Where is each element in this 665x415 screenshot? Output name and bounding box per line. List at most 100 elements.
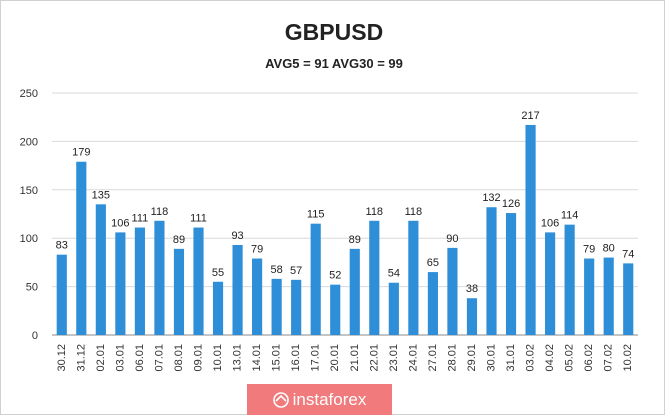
bar <box>545 232 556 335</box>
x-tick-label: 27.01 <box>427 344 439 372</box>
bar <box>525 124 536 335</box>
bars-layer <box>56 124 634 335</box>
data-label: 79 <box>583 244 595 256</box>
bar <box>388 282 399 335</box>
data-label: 118 <box>151 206 169 218</box>
bar <box>56 254 67 335</box>
x-tick-label: 31.12 <box>75 344 87 372</box>
data-label: 65 <box>427 257 439 269</box>
data-label: 79 <box>251 244 263 256</box>
x-tick-label: 13.01 <box>232 344 244 372</box>
x-tick-label: 16.01 <box>290 344 302 372</box>
x-tick-label: 10.02 <box>622 344 634 372</box>
data-label: 115 <box>307 209 325 221</box>
y-tick-label: 200 <box>20 136 38 148</box>
x-tick-label: 15.01 <box>271 344 283 372</box>
data-label: 114 <box>561 210 579 222</box>
x-tick-label: 24.01 <box>407 344 419 372</box>
x-tick-label: 06.02 <box>583 344 595 372</box>
data-label: 132 <box>482 192 500 204</box>
data-label: 74 <box>622 248 634 260</box>
x-tick-label: 06.01 <box>134 344 146 372</box>
x-tick-labels: 30.12 31.12 02.01 03.01 06.01 07.01 08.01 09.01… <box>56 344 634 372</box>
watermark-text: instaforex <box>292 389 367 409</box>
data-label: 126 <box>502 198 520 210</box>
data-label: 54 <box>388 268 400 280</box>
bar <box>564 224 575 335</box>
x-tick-label: 09.01 <box>193 344 205 372</box>
bar <box>349 248 360 335</box>
bar <box>115 232 126 335</box>
x-tick-label: 02.01 <box>95 344 107 372</box>
x-tick-label: 21.01 <box>349 344 361 372</box>
bar <box>252 258 263 335</box>
y-tick-label: 150 <box>20 185 38 197</box>
x-tick-label: 05.02 <box>564 344 576 372</box>
bar <box>447 247 458 335</box>
y-tick-label: 50 <box>26 282 38 294</box>
y-tick-label: 100 <box>20 233 38 245</box>
data-label: 179 <box>72 147 90 159</box>
data-label: 55 <box>212 267 224 279</box>
x-tick-label: 14.01 <box>251 344 263 372</box>
bar <box>134 227 145 335</box>
data-label: 106 <box>541 217 559 229</box>
data-label: 89 <box>173 234 185 246</box>
x-tick-label: 17.01 <box>310 344 322 372</box>
bar <box>603 257 614 335</box>
data-label: 106 <box>111 217 129 229</box>
x-tick-label: 03.02 <box>525 344 537 372</box>
data-label: 38 <box>466 283 478 295</box>
data-label: 118 <box>366 206 384 218</box>
data-label: 58 <box>271 264 283 276</box>
x-tick-label: 30.12 <box>56 344 68 372</box>
bar <box>193 227 204 335</box>
bar <box>95 204 106 335</box>
data-label: 89 <box>349 234 361 246</box>
data-label: 52 <box>329 270 341 282</box>
x-tick-label: 31.01 <box>505 344 517 372</box>
bar <box>584 258 595 335</box>
bar <box>173 248 185 335</box>
x-tick-label: 07.02 <box>603 344 615 372</box>
bar <box>369 220 380 335</box>
bar <box>623 263 634 335</box>
data-label: 90 <box>446 233 458 245</box>
grid-layer: 0 50 100 150 200 250 <box>20 88 638 342</box>
bar <box>505 213 517 335</box>
data-label: 80 <box>603 243 615 255</box>
chart-title: GBPUSD <box>285 19 383 45</box>
data-label: 93 <box>231 230 243 242</box>
data-label: 118 <box>405 206 423 218</box>
data-label: 57 <box>290 265 302 277</box>
instaforex-watermark: instaforex <box>247 384 392 415</box>
data-label: 111 <box>190 213 207 225</box>
bar <box>466 298 478 335</box>
data-label: 83 <box>56 240 68 252</box>
data-label: 111 <box>132 213 149 225</box>
x-tick-label: 29.01 <box>466 344 478 372</box>
bar <box>154 220 165 335</box>
x-tick-label: 23.01 <box>388 344 400 372</box>
bar <box>212 281 224 335</box>
bar <box>427 272 438 335</box>
x-tick-label: 30.01 <box>486 344 498 372</box>
y-tick-label: 250 <box>20 88 38 100</box>
bar <box>271 278 282 335</box>
bar <box>330 284 341 335</box>
bar <box>291 279 302 335</box>
data-label: 217 <box>521 110 539 122</box>
instaforex-logo-icon <box>272 391 289 408</box>
x-tick-label: 08.01 <box>173 344 185 372</box>
x-tick-label: 03.01 <box>114 344 126 372</box>
bar <box>408 220 419 335</box>
x-tick-label: 22.01 <box>368 344 380 372</box>
bar <box>310 223 321 335</box>
chart-subtitle: AVG5 = 91 AVG30 = 99 <box>265 56 403 71</box>
x-tick-label: 28.01 <box>446 344 458 372</box>
x-tick-label: 20.01 <box>329 344 341 372</box>
x-tick-label: 04.02 <box>544 344 556 372</box>
x-tick-label: 10.01 <box>212 344 224 372</box>
